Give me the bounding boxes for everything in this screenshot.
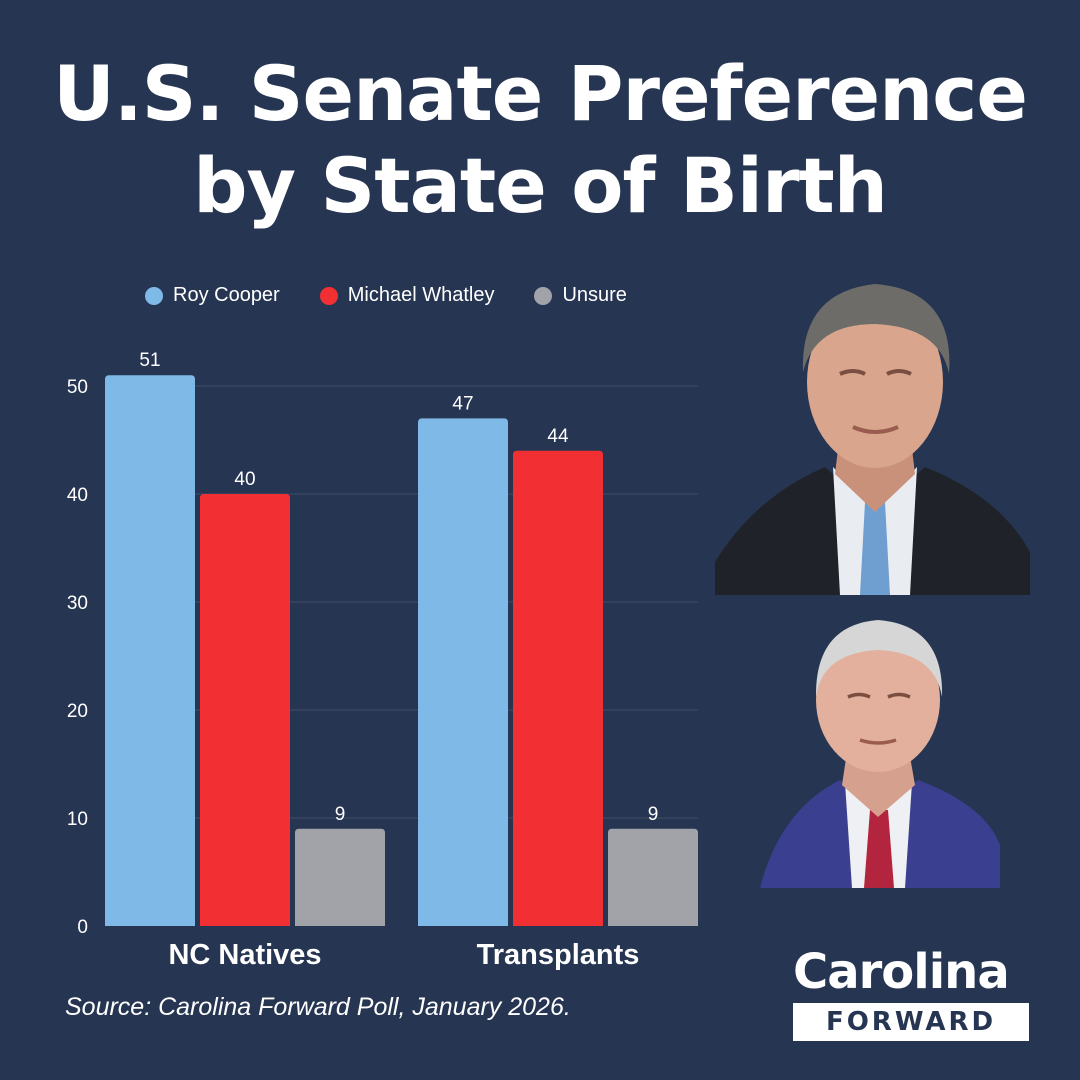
legend-item-whatley: Michael Whatley — [319, 284, 495, 307]
y-tick-label: 10 — [67, 809, 88, 830]
data-label: 40 — [234, 469, 255, 490]
cooper-portrait-icon — [715, 284, 1030, 595]
x-category-label: Transplants — [477, 939, 640, 971]
y-tick-label: 0 — [77, 917, 88, 938]
bar — [513, 450, 603, 926]
legend-dot-unsure-icon — [534, 286, 553, 305]
whatley-photo — [760, 605, 1000, 888]
bar — [105, 375, 195, 926]
chart-legend: Roy Cooper Michael Whatley Unsure — [145, 284, 667, 307]
page-title: U.S. Senate Preference by State of Birth — [0, 48, 1080, 232]
legend-label-cooper: Roy Cooper — [173, 284, 280, 306]
bar — [295, 828, 385, 926]
legend-label-unsure: Unsure — [562, 284, 627, 306]
logo-wordmark-bottom: FORWARD — [793, 1003, 1029, 1041]
y-tick-label: 40 — [67, 485, 88, 506]
bar — [608, 828, 698, 926]
bar-chart: 0 10 20 30 40 50 51 40 9 NC Natives 47 44 9 Transplan… — [67, 350, 698, 971]
legend-dot-whatley-icon — [319, 286, 338, 305]
bar — [418, 418, 508, 926]
bar — [200, 494, 290, 926]
logo-wordmark-top: Carolina — [793, 944, 1010, 1000]
title-line-2: by State of Birth — [193, 141, 888, 230]
cooper-photo — [715, 262, 1030, 595]
data-label: 47 — [452, 393, 473, 414]
y-tick-label: 20 — [67, 701, 88, 722]
data-label: 44 — [547, 426, 569, 447]
title-line-1: U.S. Senate Preference — [53, 49, 1028, 138]
x-category-label: NC Natives — [168, 939, 321, 971]
legend-item-unsure: Unsure — [534, 284, 627, 307]
legend-label-whatley: Michael Whatley — [347, 284, 495, 306]
source-note: Source: Carolina Forward Poll, January 2… — [65, 993, 571, 1021]
whatley-portrait-icon — [760, 620, 1000, 888]
data-label: 9 — [648, 804, 659, 825]
y-tick-label: 50 — [67, 377, 88, 398]
legend-dot-cooper-icon — [145, 286, 163, 305]
data-label: 51 — [139, 350, 160, 371]
y-tick-label: 30 — [67, 593, 88, 614]
legend-item-cooper: Roy Cooper — [145, 284, 280, 307]
data-label: 9 — [335, 804, 346, 825]
carolina-forward-logo: Carolina FORWARD — [793, 945, 1033, 1041]
